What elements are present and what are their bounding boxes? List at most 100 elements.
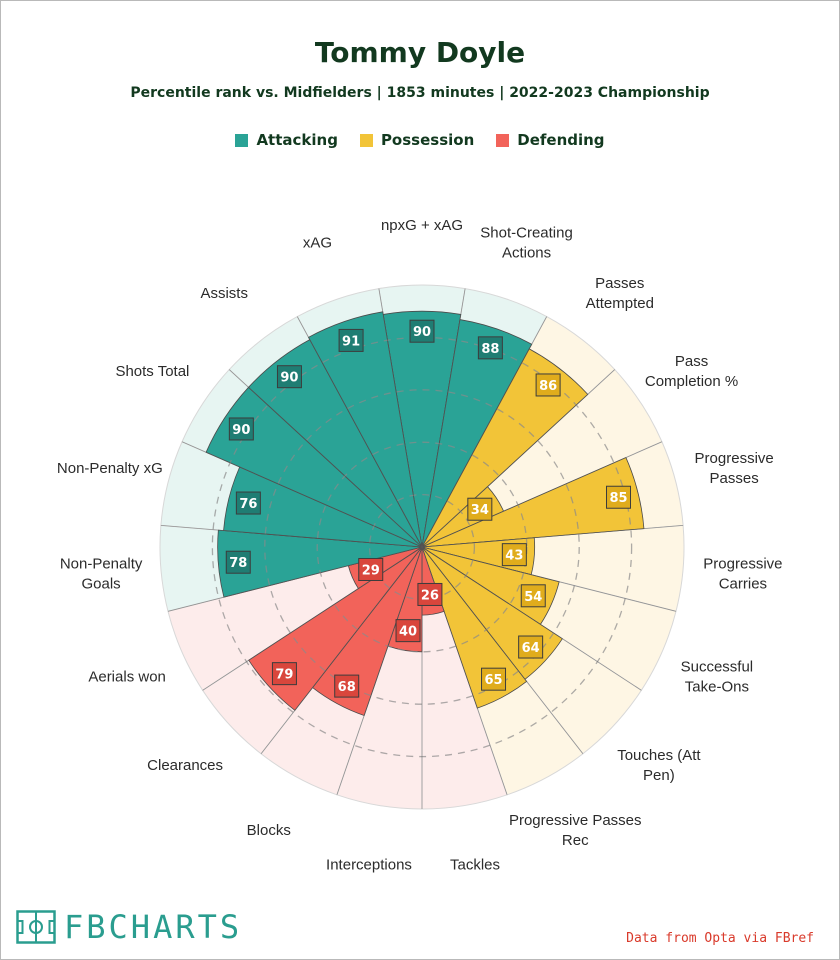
value-box-npxg-xag (409, 319, 435, 343)
value-badge-touches-att-pen: 64 (518, 635, 544, 659)
grid-ring-60 (264, 389, 580, 705)
value-badge-assists: 90 (276, 365, 302, 389)
value-text-touches-att-pen: 64 (522, 641, 540, 656)
value-text-progressive-carries: 43 (505, 549, 523, 564)
metric-label-non-penalty-goals: Non-Penalty Goals (60, 556, 143, 593)
metric-label-aerials-won: Aerials won (88, 668, 166, 685)
value-box-clearances (271, 662, 297, 686)
value-box-passes-attempted (535, 373, 561, 397)
value-badge-successful-take-ons: 54 (520, 584, 546, 608)
legend-item-attacking: Attacking (235, 131, 338, 149)
legend-label-defending: Defending (517, 131, 605, 149)
divider-blocks (336, 546, 423, 795)
value-box-interceptions (395, 619, 421, 643)
value-text-successful-take-ons: 54 (524, 590, 542, 605)
metric-label-progressive-passes: Progressive Passes (695, 450, 774, 487)
value-text-progressive-passes-rec: 65 (484, 673, 502, 688)
metric-label-shots-total: Shots Total (115, 363, 189, 380)
divider-xag (296, 316, 423, 548)
metric-label-interceptions: Interceptions (326, 857, 412, 874)
divider-progressive-passes-rec (421, 546, 584, 754)
value-box-pass-completion (467, 497, 493, 521)
value-box-xag (338, 328, 364, 352)
legend-swatch-possession (359, 133, 373, 147)
metric-label-clearances: Clearances (147, 757, 223, 774)
metric-label-xag: xAG (303, 234, 332, 251)
divider-pass-completion (421, 369, 616, 548)
value-text-passes-attempted: 86 (539, 379, 557, 394)
metric-label-progressive-carries: Progressive Carries (703, 556, 782, 593)
divider-touches-att-pen (421, 546, 642, 691)
value-box-tackles (417, 582, 443, 606)
value-badge-interceptions: 40 (395, 619, 421, 643)
value-box-touches-att-pen (518, 635, 544, 659)
metric-label-non-penalty-xg: Non-Penalty xG (57, 460, 163, 477)
pitch-icon (16, 910, 56, 944)
value-text-blocks: 68 (338, 680, 356, 695)
metric-label-successful-take-ons: Successful Take-Ons (681, 658, 754, 695)
value-text-non-penalty-goals: 78 (229, 556, 247, 571)
value-text-pass-completion: 34 (471, 503, 489, 518)
value-box-assists (276, 365, 302, 389)
divider-aerials-won (202, 546, 423, 691)
value-badge-non-penalty-goals: 78 (225, 550, 251, 574)
metric-label-pass-completion: Pass Completion % (645, 353, 738, 390)
value-badge-shot-creating-actions: 88 (477, 336, 503, 360)
chart-subtitle: Percentile rank vs. Midfielders | 1853 m… (130, 85, 710, 101)
value-box-shot-creating-actions (477, 336, 503, 360)
value-box-shots-total (228, 417, 254, 441)
metric-label-npxg-xag: npxG + xAG (381, 217, 463, 234)
metric-label-tackles: Tackles (450, 857, 500, 874)
value-box-progressive-passes (606, 485, 631, 509)
divider-progressive-passes (421, 441, 663, 548)
value-badge-npxg-xag: 90 (409, 319, 435, 343)
metric-label-blocks: Blocks (247, 822, 291, 839)
divider-non-penalty-xg (160, 524, 423, 548)
value-box-successful-take-ons (520, 584, 546, 608)
legend-label-attacking: Attacking (256, 131, 338, 149)
value-box-aerials-won (358, 557, 384, 581)
brand-name: FBCHARTS (64, 908, 243, 946)
value-box-non-penalty-goals (225, 550, 251, 574)
value-badge-passes-attempted: 86 (535, 373, 561, 397)
legend-label-possession: Possession (380, 131, 475, 149)
value-text-shot-creating-actions: 88 (481, 342, 499, 357)
divider-passes-attempted (421, 316, 548, 548)
value-badge-tackles: 26 (417, 582, 443, 606)
metric-labels: npxG + xAG Shot-Creating Actions Passes Atte… (57, 217, 783, 874)
value-box-non-penalty-xg (235, 491, 261, 515)
value-badge-aerials-won: 29 (358, 557, 384, 581)
chart-title: Tommy Doyle (314, 36, 526, 69)
value-badge-shots-total: 90 (228, 417, 254, 441)
value-badge-pass-completion: 34 (467, 497, 493, 521)
brand-logo: FBCHARTS (16, 908, 242, 946)
value-badge-clearances: 79 (271, 662, 297, 686)
legend-item-possession: Possession (359, 131, 475, 149)
value-labels: 90 88 86 34 85 43 54 64 65 26 40 68 79 29 78 76 90 90 91 (225, 319, 631, 698)
divider-non-penalty-goals (167, 546, 423, 612)
divider-shots-total (181, 441, 423, 548)
divider-shot-creating-actions (421, 288, 466, 548)
legend-item-defending: Defending (496, 131, 605, 149)
value-box-progressive-passes-rec (481, 667, 507, 691)
value-box-progressive-carries (501, 543, 527, 567)
value-text-npxg-xag: 90 (413, 325, 431, 340)
legend: Attacking Possession Defending (0, 131, 840, 149)
value-text-progressive-passes: 85 (609, 491, 627, 506)
legend-swatch-attacking (235, 133, 249, 147)
value-text-tackles: 26 (421, 588, 439, 603)
value-text-aerials-won: 29 (362, 563, 380, 578)
metric-label-progressive-passes-rec: Progressive Passes Rec (509, 812, 642, 849)
value-text-shots-total: 90 (232, 423, 250, 438)
data-credit: Data from Opta via FBref (626, 931, 814, 946)
value-text-clearances: 79 (275, 668, 293, 683)
divider-successful-take-ons (421, 546, 677, 612)
divider-npxg-xag (378, 288, 423, 548)
value-badge-progressive-carries: 43 (501, 543, 527, 567)
legend-swatch-defending (496, 133, 510, 147)
value-badge-progressive-passes: 85 (606, 485, 631, 509)
value-text-non-penalty-xg: 76 (239, 497, 257, 512)
metric-label-passes-attempted: Passes Attempted (586, 275, 654, 312)
value-badge-progressive-passes-rec: 65 (481, 667, 507, 691)
